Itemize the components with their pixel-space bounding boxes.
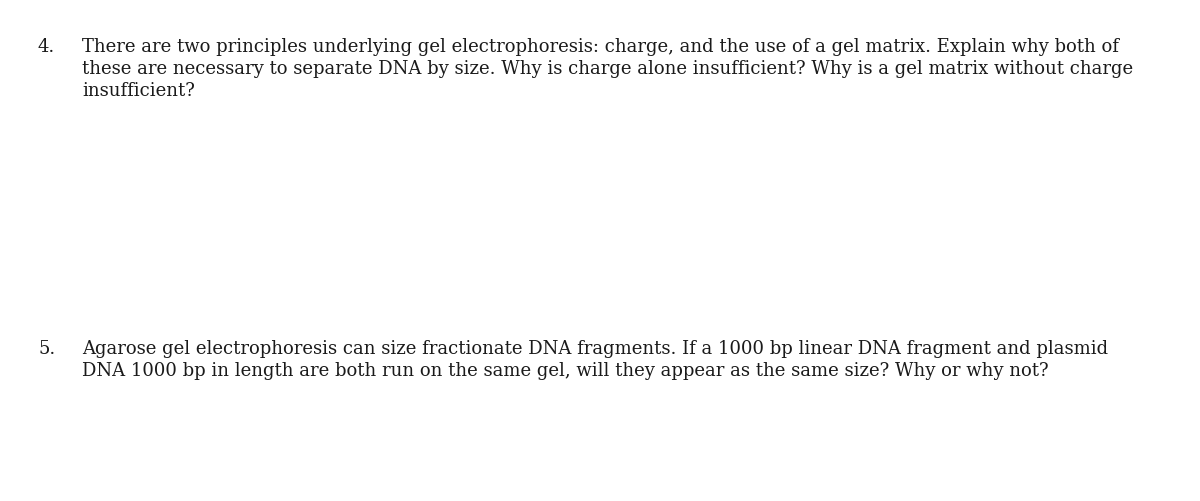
Text: DNA 1000 bp in length are both run on the same gel, will they appear as the same: DNA 1000 bp in length are both run on th… [82, 361, 1049, 379]
Text: Agarose gel electrophoresis can size fractionate DNA fragments. If a 1000 bp lin: Agarose gel electrophoresis can size fra… [82, 339, 1108, 357]
Text: There are two principles underlying gel electrophoresis: charge, and the use of : There are two principles underlying gel … [82, 38, 1118, 56]
Text: 4.: 4. [38, 38, 55, 56]
Text: insufficient?: insufficient? [82, 82, 194, 100]
Text: 5.: 5. [38, 339, 55, 357]
Text: these are necessary to separate DNA by size. Why is charge alone insufficient? W: these are necessary to separate DNA by s… [82, 60, 1133, 78]
